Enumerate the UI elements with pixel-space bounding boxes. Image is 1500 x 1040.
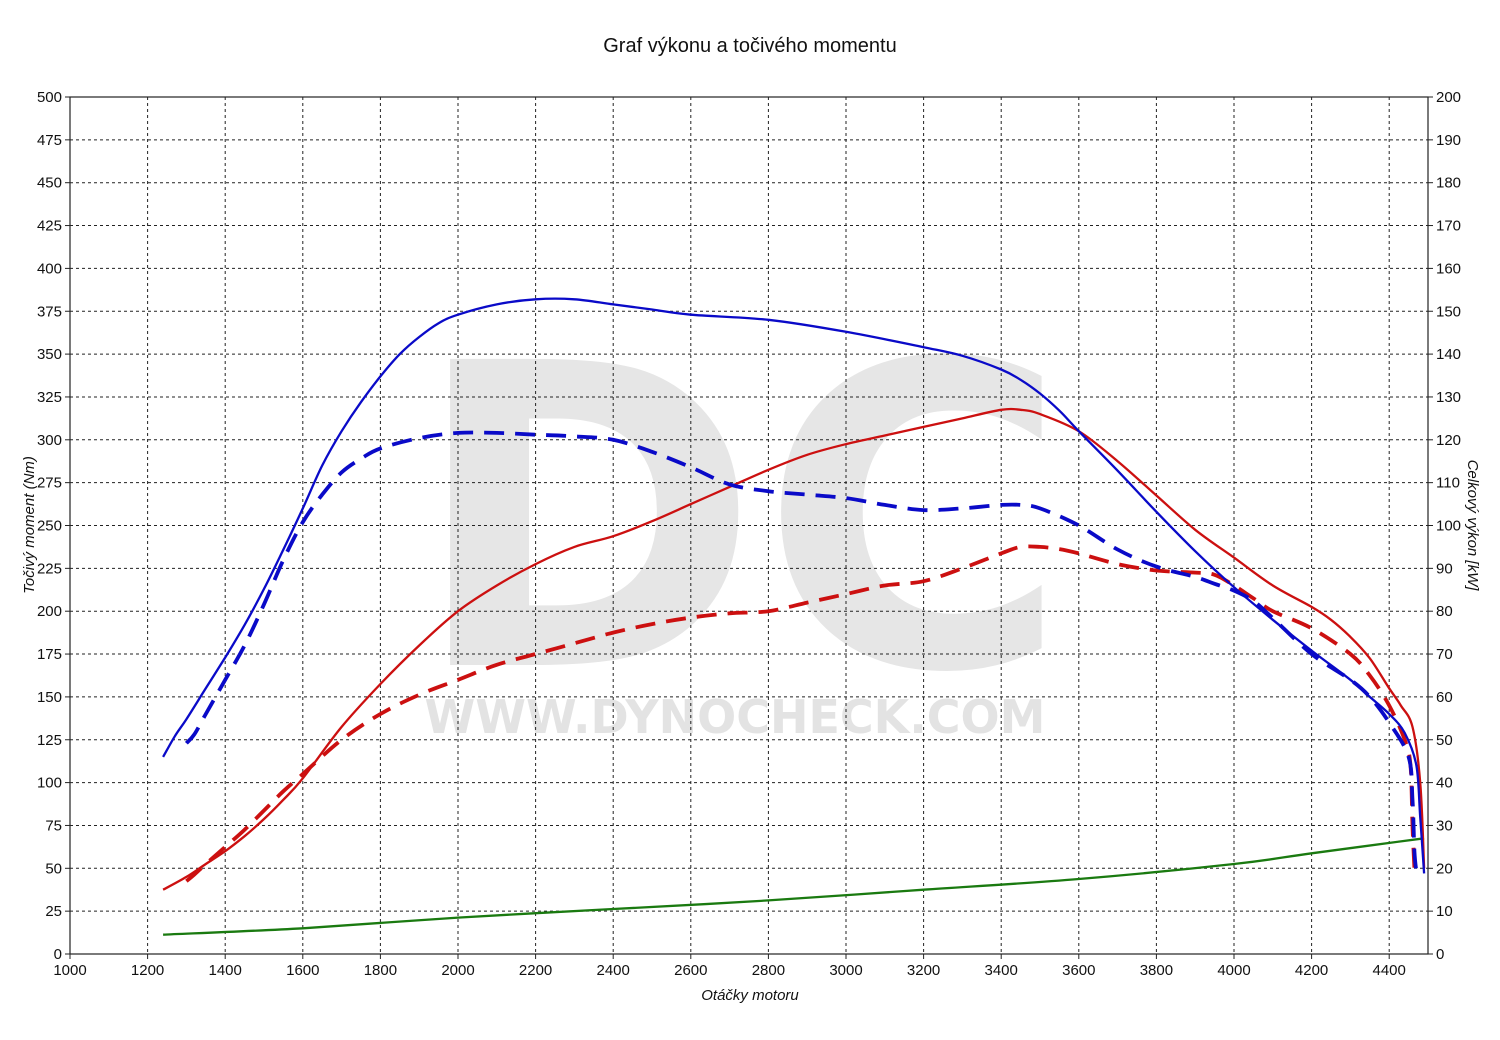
y-left-tick-label: 125 <box>37 732 62 749</box>
red-solid-series-line <box>162 407 1426 891</box>
y-right-tick-label: 190 <box>1436 132 1461 149</box>
x-tick-label: 2200 <box>519 962 552 979</box>
blue-dashed-series-line <box>184 430 1419 872</box>
y-right-tick-label: 30 <box>1436 817 1453 834</box>
y-left-tick-label: 100 <box>37 775 62 792</box>
y-left-tick-label: 200 <box>37 603 62 620</box>
x-tick-label: 3200 <box>907 962 940 979</box>
y-left-tick-label: 175 <box>37 646 62 663</box>
blue-solid-series-line <box>162 297 1426 874</box>
x-tick-label: 3800 <box>1140 962 1173 979</box>
x-tick-label: 2800 <box>752 962 785 979</box>
y-right-tick-label: 170 <box>1436 218 1461 235</box>
chart-title: Graf výkonu a točivého momentu <box>603 35 896 57</box>
y-left-tick-label: 300 <box>37 432 62 449</box>
x-tick-label: 3000 <box>829 962 862 979</box>
y-left-tick-label: 150 <box>37 689 62 706</box>
y-right-tick-label: 60 <box>1436 689 1453 706</box>
x-tick-label: 1400 <box>209 962 242 979</box>
y-right-tick-label: 140 <box>1436 346 1461 363</box>
y-right-tick-label: 90 <box>1436 560 1453 577</box>
y-right-tick-label: 150 <box>1436 303 1461 320</box>
y-left-tick-label: 500 <box>37 89 62 106</box>
x-tick-label: 3600 <box>1062 962 1095 979</box>
y-right-tick-label: 160 <box>1436 260 1461 277</box>
y-right-tick-label: 80 <box>1436 603 1453 620</box>
series-layer <box>162 297 1426 936</box>
y-axis-right-label: Celkový výkon [kW] <box>1464 460 1481 592</box>
x-tick-label: 1000 <box>53 962 86 979</box>
y-left-tick-label: 50 <box>45 860 62 877</box>
watermark-logo: DC <box>412 276 1069 765</box>
y-left-tick-label: 450 <box>37 175 62 192</box>
x-tick-label: 2600 <box>674 962 707 979</box>
x-tick-label: 4200 <box>1295 962 1328 979</box>
x-tick-label: 4000 <box>1217 962 1250 979</box>
y-right-tick-label: 40 <box>1436 775 1453 792</box>
green-solid-series-line <box>163 837 1425 936</box>
y-right-tick-label: 70 <box>1436 646 1453 663</box>
y-right-tick-label: 130 <box>1436 389 1461 406</box>
x-tick-label: 4400 <box>1373 962 1406 979</box>
y-right-tick-label: 50 <box>1436 732 1453 749</box>
y-left-tick-label: 400 <box>37 260 62 277</box>
y-right-tick-label: 10 <box>1436 903 1453 920</box>
x-tick-label: 1800 <box>364 962 397 979</box>
axis-ticks: 1000 1200 1400 1600 1800 2000 2200 2400 2600 2800… <box>37 89 1461 979</box>
y-right-tick-label: 200 <box>1436 89 1461 106</box>
x-tick-label: 1600 <box>286 962 319 979</box>
y-right-tick-label: 110 <box>1436 475 1460 492</box>
y-right-tick-label: 100 <box>1436 518 1461 535</box>
y-left-tick-label: 75 <box>45 817 62 834</box>
y-right-tick-label: 0 <box>1436 946 1444 963</box>
y-axis-left-label: Točivý moment (Nm) <box>21 456 38 594</box>
y-left-tick-label: 475 <box>37 132 62 149</box>
y-right-tick-label: 20 <box>1436 860 1453 877</box>
y-left-tick-label: 0 <box>54 946 62 963</box>
y-left-tick-label: 325 <box>37 389 62 406</box>
y-right-tick-label: 120 <box>1436 432 1461 449</box>
x-tick-label: 3400 <box>985 962 1018 979</box>
y-left-tick-label: 275 <box>37 475 62 492</box>
x-tick-label: 2000 <box>441 962 474 979</box>
y-left-tick-label: 250 <box>37 518 62 535</box>
watermark-url: WWW.DYNOCHECK.COM <box>425 690 1046 744</box>
grid-lines <box>70 97 1428 954</box>
y-left-tick-label: 375 <box>37 303 62 320</box>
y-left-tick-label: 25 <box>45 903 62 920</box>
x-axis-label: Otáčky motoru <box>701 987 799 1004</box>
y-left-tick-label: 225 <box>37 560 62 577</box>
x-tick-label: 2400 <box>597 962 630 979</box>
y-left-tick-label: 425 <box>37 218 62 235</box>
red-dashed-series-line <box>185 544 1417 883</box>
x-tick-label: 1200 <box>131 962 164 979</box>
y-right-tick-label: 180 <box>1436 175 1461 192</box>
y-left-tick-label: 350 <box>37 346 62 363</box>
